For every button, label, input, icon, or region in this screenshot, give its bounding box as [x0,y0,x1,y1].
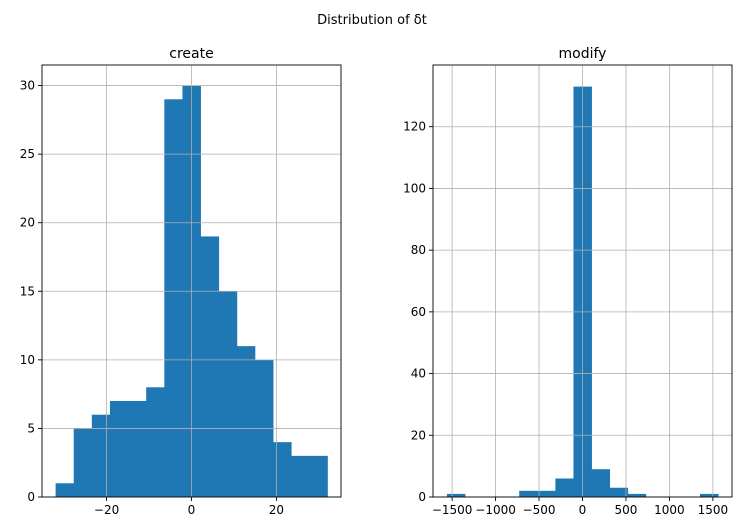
histogram-bar [55,483,75,497]
histogram-bar [555,478,574,497]
x-tick-label: 0 [579,503,587,517]
x-tick-label: −1000 [475,503,516,517]
y-tick-label: 120 [403,120,426,134]
bars [55,85,328,497]
x-tick-label: −20 [94,503,119,517]
panel-title: create [169,46,213,62]
x-tick-label: 1500 [698,503,729,517]
histogram-bar [273,442,292,497]
histogram-bar [109,401,129,497]
histogram-bar [291,455,310,497]
histogram-bar [164,99,183,497]
panel-modify: modify −1500 −1000 −500 0 500 1000 1500 0 20 40 60 8… [403,46,733,517]
y-tick-label: 0 [418,490,426,504]
y-tick-label: 20 [20,216,35,230]
x-tick-label: 20 [269,503,284,517]
y-tick-label: 30 [20,79,35,93]
x-tick-label: 0 [188,503,196,517]
histogram-bar [309,455,328,497]
y-tick-label: 40 [411,367,426,381]
histogram-bar [700,493,719,497]
histogram-bar [218,291,238,497]
histogram-bar [537,490,556,497]
y-tick-label: 80 [411,243,426,257]
histogram-bar [609,487,629,497]
y-tick-label: 100 [403,181,426,195]
panel-title: modify [559,46,607,62]
y-tick-label: 5 [27,421,35,435]
figure-title: Distribution of δt [317,13,427,28]
histogram-bar [446,493,466,497]
y-tick-label: 0 [27,490,35,504]
y-tick-label: 25 [20,147,35,161]
histogram-bar [200,236,220,497]
histogram-bar [146,387,165,497]
panel-create: create −20 0 20 0 5 10 15 20 25 30 [20,46,342,517]
histogram-bar [236,346,256,497]
histogram-bar [519,490,538,497]
histogram-bar [73,428,93,497]
histogram-bar [128,401,147,497]
y-tick-label: 20 [411,428,426,442]
histogram-bar [591,469,611,497]
x-tick-label: −500 [523,503,556,517]
y-tick-label: 15 [20,284,35,298]
gridlines [433,65,732,498]
histogram-bar [91,414,111,497]
x-tick-label: −1500 [432,503,473,517]
y-tick-label: 10 [20,353,35,367]
x-tick-label: 1000 [654,503,685,517]
x-tick-label: 500 [615,503,638,517]
histogram-bar [627,493,647,497]
y-tick-label: 60 [411,305,426,319]
